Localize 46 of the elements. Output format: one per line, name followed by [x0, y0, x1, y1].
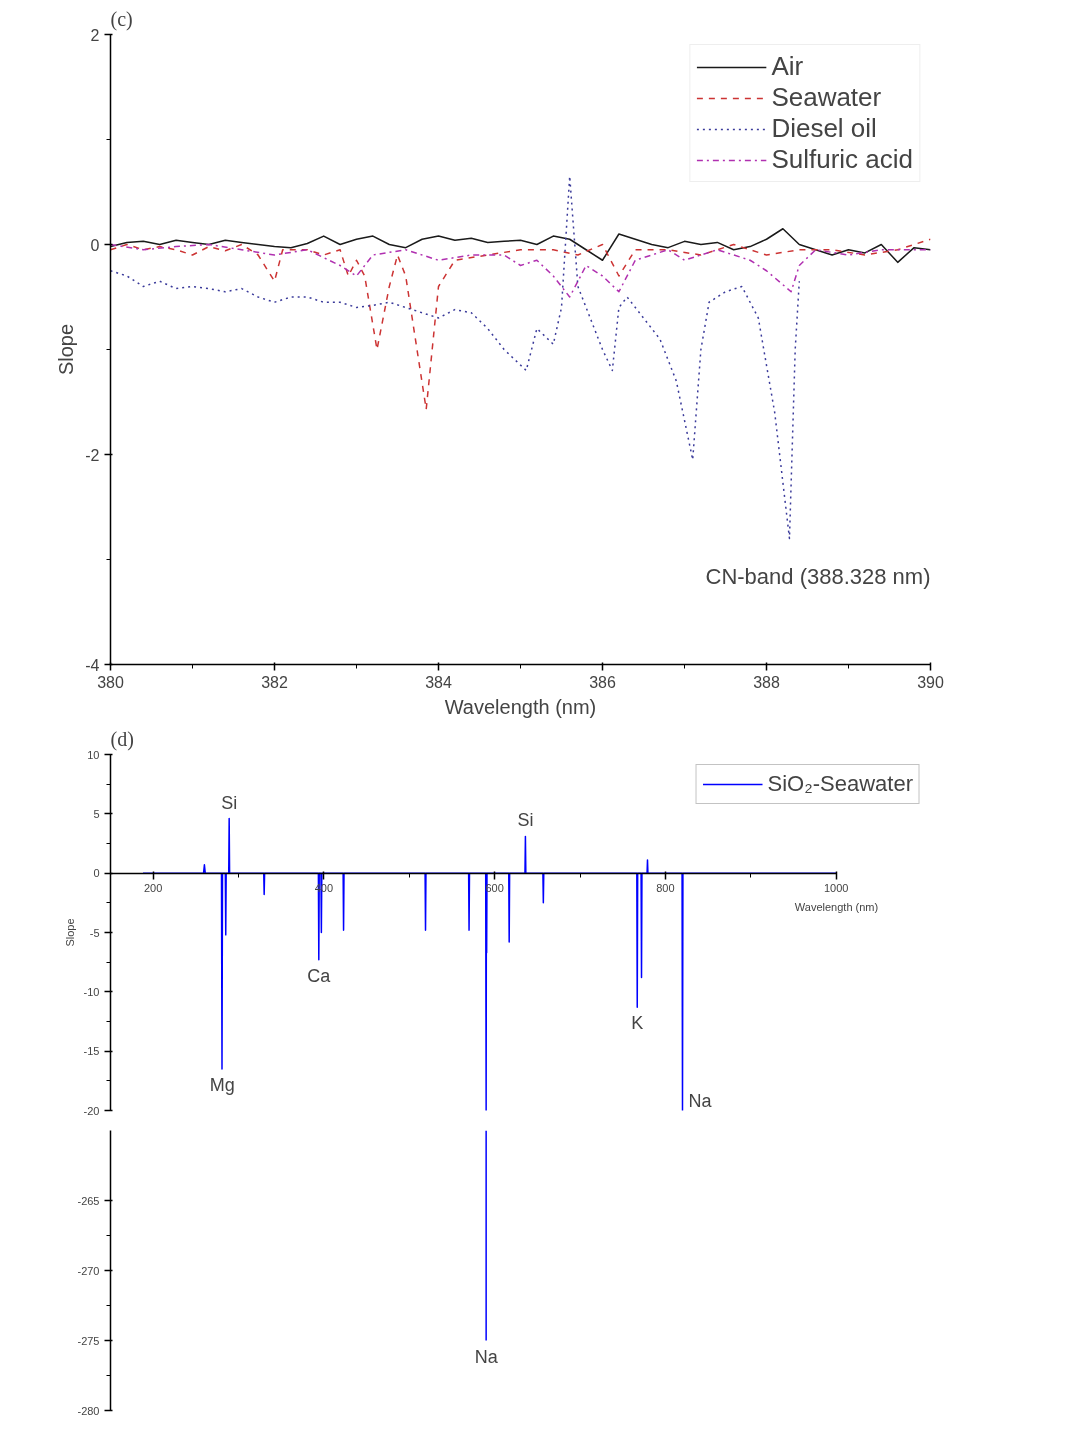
y-tick-label: 10: [87, 748, 100, 761]
y-axis-title: Slope: [55, 323, 78, 376]
annotation: CN-band (388.328 nm): [705, 563, 931, 589]
legend-label: SiO₂-Seawater: [767, 771, 913, 797]
annotation: K: [631, 1013, 644, 1034]
y-tick-label: -10: [83, 985, 100, 998]
line-series: [110, 238, 931, 411]
chart-title: (c): [110, 7, 133, 31]
x-axis-title: Wavelength (nm): [444, 695, 597, 718]
y-axis-title: Slope: [63, 918, 76, 947]
x-tick-label: 380: [97, 673, 124, 691]
x-tick-label: 388: [753, 673, 780, 691]
annotation: Si: [517, 810, 534, 831]
legend-label: Diesel oil: [771, 113, 877, 144]
line-series: [110, 228, 931, 264]
y-tick-label: -280: [77, 1404, 100, 1417]
x-tick-label: 386: [589, 673, 616, 691]
x-axis-title: Wavelength (nm): [794, 900, 879, 913]
x-tick-label: 800: [656, 882, 675, 895]
annotation: Na: [474, 1346, 499, 1367]
y-tick-label: 2: [90, 26, 100, 44]
annotation: Mg: [209, 1074, 235, 1095]
legend-label: Air: [771, 51, 804, 82]
x-tick-label: 390: [917, 673, 944, 691]
annotation: Si: [221, 792, 238, 813]
line-series: [110, 175, 801, 540]
y-tick-label: -270: [77, 1264, 100, 1277]
x-tick-label: 200: [144, 882, 163, 895]
y-tick-label: -5: [89, 926, 100, 939]
y-tick-label: -265: [77, 1194, 100, 1207]
x-tick-label: 384: [425, 673, 452, 691]
y-tick-label: -4: [85, 656, 100, 674]
annotation: Na: [688, 1090, 713, 1111]
y-tick-label: -2: [85, 446, 100, 464]
annotation: Ca: [307, 965, 332, 986]
chart-title: (d): [110, 727, 134, 751]
y-tick-label: -20: [83, 1104, 100, 1117]
y-tick-label: -15: [83, 1045, 100, 1058]
x-tick-label: 382: [261, 673, 288, 691]
y-tick-label: -275: [77, 1334, 100, 1347]
legend-label: Sulfuric acid: [771, 144, 913, 175]
x-tick-label: 1000: [823, 882, 849, 895]
y-tick-label: 0: [90, 236, 100, 254]
y-tick-label: 0: [93, 867, 100, 880]
legend-label: Seawater: [771, 82, 882, 113]
y-tick-label: 5: [93, 807, 100, 820]
